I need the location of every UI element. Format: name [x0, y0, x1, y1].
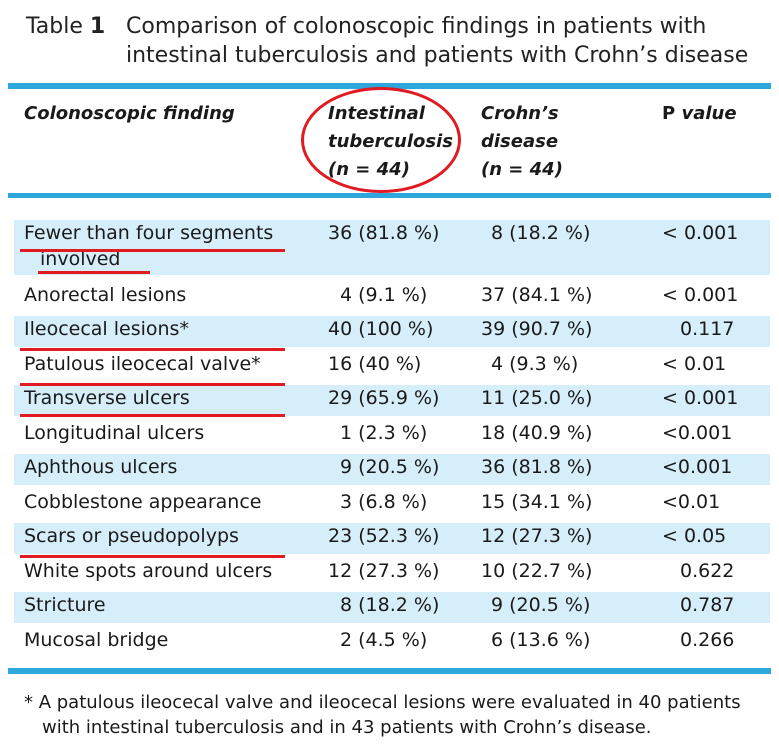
cell-cd: 12 (27.3 %)	[481, 525, 593, 547]
header-p-letter: P	[662, 103, 676, 124]
cell-itb: 29 (65.9 %)	[328, 387, 440, 409]
cell-p: 0.622	[680, 560, 735, 582]
table-row: Ileocecal lesions* 40 (100 %) 39 (90.7 %…	[14, 316, 770, 347]
footnote-line1: * A patulous ileocecal valve and ileocec…	[24, 692, 741, 713]
cell-itb: 2 (4.5 %)	[340, 629, 428, 651]
cell-finding: Aphthous ulcers	[24, 456, 178, 478]
red-underline-annotation	[20, 414, 285, 417]
cell-itb: 4 (9.1 %)	[340, 284, 428, 306]
top-rule	[8, 83, 771, 89]
table-row: Transverse ulcers 29 (65.9 %) 11 (25.0 %…	[14, 385, 770, 416]
cell-finding: Stricture	[24, 594, 106, 616]
table-row: Stricture 8 (18.2 %) 9 (20.5 %) 0.787	[14, 592, 770, 623]
cell-cd: 39 (90.7 %)	[481, 318, 593, 340]
table-row: Patulous ileocecal valve* 16 (40 %) 4 (9…	[14, 351, 770, 381]
cell-cd: 37 (84.1 %)	[481, 284, 593, 306]
cell-finding-line1: Fewer than four segments	[24, 222, 274, 244]
cell-itb: 9 (20.5 %)	[340, 456, 440, 478]
header-cd-line2: (n = 44)	[481, 159, 563, 180]
cell-p: < 0.001	[662, 284, 739, 306]
header-p-value: P value	[662, 100, 737, 128]
cell-finding: Fewer than four segments involved	[24, 220, 273, 272]
cell-cd: 36 (81.8 %)	[481, 456, 593, 478]
cell-finding: White spots around ulcers	[24, 560, 273, 582]
cell-itb: 16 (40 %)	[328, 353, 422, 375]
bottom-rule	[8, 668, 771, 674]
table-row: Aphthous ulcers 9 (20.5 %) 36 (81.8 %) <…	[14, 454, 770, 485]
cell-cd: 9 (20.5 %)	[491, 594, 591, 616]
cell-p: < 0.05	[662, 525, 727, 547]
footnote-line2: with intestinal tuberculosis and in 43 p…	[42, 717, 652, 738]
table-row: Longitudinal ulcers 1 (2.3 %) 18 (40.9 %…	[14, 420, 770, 450]
cell-itb: 23 (52.3 %)	[328, 525, 440, 547]
cell-itb: 8 (18.2 %)	[340, 594, 440, 616]
cell-itb: 1 (2.3 %)	[340, 422, 428, 444]
table-row: Fewer than four segments involved 36 (81…	[14, 220, 770, 275]
cell-cd: 15 (34.1 %)	[481, 491, 593, 513]
red-underline-annotation	[20, 383, 285, 386]
cell-p: <0.01	[662, 491, 721, 513]
cell-finding: Transverse ulcers	[24, 387, 190, 409]
cell-finding: Cobblestone appearance	[24, 491, 262, 513]
header-p-word: value	[675, 103, 737, 124]
cell-finding-line2: involved	[40, 248, 121, 270]
cell-itb: 12 (27.3 %)	[328, 560, 440, 582]
red-underline-annotation	[38, 271, 150, 274]
table-caption: Comparison of colonoscopic findings in p…	[126, 14, 749, 68]
cell-finding: Mucosal bridge	[24, 629, 169, 651]
red-underline-annotation	[20, 348, 285, 351]
cell-itb: 3 (6.8 %)	[340, 491, 428, 513]
table-footnote: * A patulous ileocecal valve and ileocec…	[24, 690, 774, 740]
header-finding: Colonoscopic finding	[24, 103, 235, 124]
table-row: White spots around ulcers 12 (27.3 %) 10…	[14, 558, 770, 588]
header-crohns-disease: Crohn’s disease (n = 44)	[481, 100, 641, 184]
table-label: Table 1	[26, 12, 105, 41]
cell-finding: Scars or pseudopolyps	[24, 525, 239, 547]
cell-finding: Ileocecal lesions*	[24, 318, 189, 340]
cell-p: 0.117	[680, 318, 735, 340]
cell-cd: 6 (13.6 %)	[491, 629, 591, 651]
cell-cd: 4 (9.3 %)	[491, 353, 579, 375]
cell-cd: 10 (22.7 %)	[481, 560, 593, 582]
red-underline-annotation	[20, 249, 285, 252]
cell-p: < 0.01	[662, 353, 727, 375]
table-row: Mucosal bridge 2 (4.5 %) 6 (13.6 %) 0.26…	[14, 627, 770, 657]
cell-cd: 11 (25.0 %)	[481, 387, 593, 409]
cell-p: <0.001	[662, 456, 733, 478]
table-row: Anorectal lesions 4 (9.1 %) 37 (84.1 %) …	[14, 282, 770, 312]
cell-finding: Anorectal lesions	[24, 284, 187, 306]
cell-cd: 8 (18.2 %)	[491, 222, 591, 244]
cell-p: < 0.001	[662, 222, 739, 244]
table-row: Cobblestone appearance 3 (6.8 %) 15 (34.…	[14, 489, 770, 519]
table-label-word: Table	[26, 14, 83, 39]
cell-itb: 40 (100 %)	[328, 318, 434, 340]
cell-p: <0.001	[662, 422, 733, 444]
cell-cd: 18 (40.9 %)	[481, 422, 593, 444]
cell-itb: 36 (81.8 %)	[328, 222, 440, 244]
red-underline-annotation	[20, 555, 285, 558]
cell-finding: Patulous ileocecal valve*	[24, 353, 261, 375]
cell-p: 0.266	[680, 629, 735, 651]
cell-p: < 0.001	[662, 387, 739, 409]
header-rule	[8, 193, 771, 198]
red-circle-annotation	[301, 87, 461, 193]
header-cd-line1: Crohn’s disease	[481, 103, 559, 152]
cell-p: 0.787	[680, 594, 735, 616]
table-row: Scars or pseudopolyps 23 (52.3 %) 12 (27…	[14, 523, 770, 554]
table-label-number: 1	[89, 14, 106, 39]
cell-finding: Longitudinal ulcers	[24, 422, 205, 444]
